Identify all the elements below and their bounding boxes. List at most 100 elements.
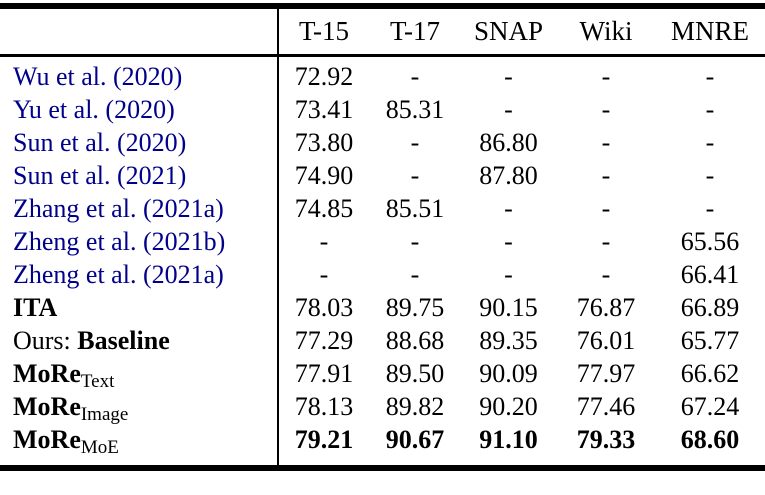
header-row: T-15 T-17 SNAP Wiki MNRE xyxy=(0,6,765,57)
row-label-more-image: MoReImage xyxy=(0,390,278,425)
metric-value: - xyxy=(705,193,715,223)
metric-value: - xyxy=(504,226,513,256)
row-label-prefix: Ours: xyxy=(13,325,78,355)
row-label-main: Baseline xyxy=(77,325,170,355)
metric-value: - xyxy=(410,259,420,289)
metric-value: 72.92 xyxy=(294,61,354,91)
metric-value: 66.41 xyxy=(680,259,740,289)
table-row: Zhang et al. (2021a) 74.85 85.51 - - - xyxy=(0,192,765,225)
metric-value: 90.15 xyxy=(479,292,538,322)
metric-value: - xyxy=(601,94,611,124)
metric-value: - xyxy=(705,127,715,157)
metric-value: 89.75 xyxy=(385,292,445,322)
metric-value: 85.51 xyxy=(385,193,445,223)
metric-value: 86.80 xyxy=(479,127,538,157)
table-row: Wu et al. (2020) 72.92 - - - - xyxy=(0,56,765,94)
row-label-more-moe: MoReMoE xyxy=(0,423,278,468)
metric-value: 66.89 xyxy=(680,292,740,322)
metric-value: - xyxy=(319,259,329,289)
metric-value: 79.33 xyxy=(576,424,636,454)
column-header-t15: T-15 xyxy=(278,6,370,57)
metric-value: 89.35 xyxy=(479,325,538,355)
metric-value: - xyxy=(410,226,420,256)
table-row: Ours: Baseline 77.29 88.68 89.35 76.01 6… xyxy=(0,324,765,357)
column-header-wiki: Wiki xyxy=(557,6,655,57)
metric-value: 68.60 xyxy=(680,424,740,454)
method-subscript: MoE xyxy=(80,436,119,458)
metric-value: 76.01 xyxy=(576,325,636,355)
metric-value: 73.80 xyxy=(294,127,354,157)
citation-link[interactable]: Sun et al. (2021) xyxy=(13,160,187,190)
metric-value: - xyxy=(601,226,611,256)
row-label-more-text: MoReText xyxy=(0,357,278,392)
citation-link[interactable]: Zhang et al. (2021a) xyxy=(13,193,224,223)
citation-link[interactable]: Wu et al. (2020) xyxy=(13,61,183,91)
method-name: MoRe xyxy=(13,358,81,388)
metric-value: 76.87 xyxy=(576,292,636,322)
metric-value: - xyxy=(705,160,715,190)
metric-value: 89.50 xyxy=(385,358,445,388)
metric-value: 74.90 xyxy=(294,160,354,190)
column-divider-rule xyxy=(277,9,279,468)
metric-value: 90.67 xyxy=(385,424,445,454)
table-row: Zheng et al. (2021b) - - - - 65.56 xyxy=(0,225,765,258)
column-header-t17: T-17 xyxy=(370,6,460,57)
metric-value: 66.62 xyxy=(680,358,740,388)
metric-value: 67.24 xyxy=(680,391,740,421)
metric-value: 88.68 xyxy=(385,325,445,355)
metric-value: - xyxy=(410,160,420,190)
table-row: MoReImage 78.13 89.82 90.20 77.46 67.24 xyxy=(0,390,765,425)
citation-link[interactable]: Zheng et al. (2021a) xyxy=(13,259,224,289)
table-row: Zheng et al. (2021a) - - - - 66.41 xyxy=(0,258,765,291)
metric-value: 73.41 xyxy=(294,94,354,124)
metric-value: 87.80 xyxy=(479,160,538,190)
metric-value: 77.97 xyxy=(576,358,636,388)
metric-value: 77.91 xyxy=(294,358,354,388)
metric-value: 85.31 xyxy=(385,94,445,124)
metric-value: 74.85 xyxy=(294,193,354,223)
table-row: Sun et al. (2020) 73.80 - 86.80 - - xyxy=(0,126,765,159)
metric-value: - xyxy=(705,61,715,91)
metric-value: 77.29 xyxy=(294,325,354,355)
citation-link[interactable]: Yu et al. (2020) xyxy=(13,94,175,124)
metric-value: 90.09 xyxy=(479,358,538,388)
citation-link[interactable]: Sun et al. (2020) xyxy=(13,127,187,157)
metric-value: - xyxy=(601,61,611,91)
method-name: MoRe xyxy=(13,424,81,454)
metric-value: 78.13 xyxy=(294,391,354,421)
metric-value: - xyxy=(410,127,420,157)
table-row: ITA 78.03 89.75 90.15 76.87 66.89 xyxy=(0,291,765,324)
metric-value: 78.03 xyxy=(294,292,354,322)
metric-value: 91.10 xyxy=(479,424,538,454)
metric-value: 89.82 xyxy=(385,391,445,421)
method-subscript: Text xyxy=(80,370,115,392)
row-label-ours-baseline: Ours: Baseline xyxy=(0,324,278,357)
metric-value: - xyxy=(504,61,513,91)
metric-value: - xyxy=(504,259,513,289)
metric-value: - xyxy=(601,160,611,190)
corner-cell xyxy=(0,6,278,57)
metric-value: - xyxy=(410,61,420,91)
results-table: T-15 T-17 SNAP Wiki MNRE Wu et al. (2020… xyxy=(0,3,765,471)
metric-value: 90.20 xyxy=(479,391,538,421)
method-subscript: Image xyxy=(80,403,129,425)
metric-value: 77.46 xyxy=(576,391,636,421)
metric-value: - xyxy=(601,127,611,157)
column-header-mnre: MNRE xyxy=(655,6,765,57)
metric-value: - xyxy=(504,94,513,124)
row-label-ita: ITA xyxy=(13,292,58,322)
table-row: MoReMoE 79.21 90.67 91.10 79.33 68.60 xyxy=(0,423,765,468)
metric-value: - xyxy=(601,193,611,223)
column-header-snap: SNAP xyxy=(460,6,557,57)
metric-value: 65.77 xyxy=(680,325,740,355)
table-row: Sun et al. (2021) 74.90 - 87.80 - - xyxy=(0,159,765,192)
metric-value: 65.56 xyxy=(680,226,740,256)
metric-value: - xyxy=(601,259,611,289)
metric-value: - xyxy=(504,193,513,223)
table-row: MoReText 77.91 89.50 90.09 77.97 66.62 xyxy=(0,357,765,392)
table-row: Yu et al. (2020) 73.41 85.31 - - - xyxy=(0,93,765,126)
metric-value: 79.21 xyxy=(294,424,354,454)
method-name: MoRe xyxy=(13,391,81,421)
citation-link[interactable]: Zheng et al. (2021b) xyxy=(13,226,226,256)
